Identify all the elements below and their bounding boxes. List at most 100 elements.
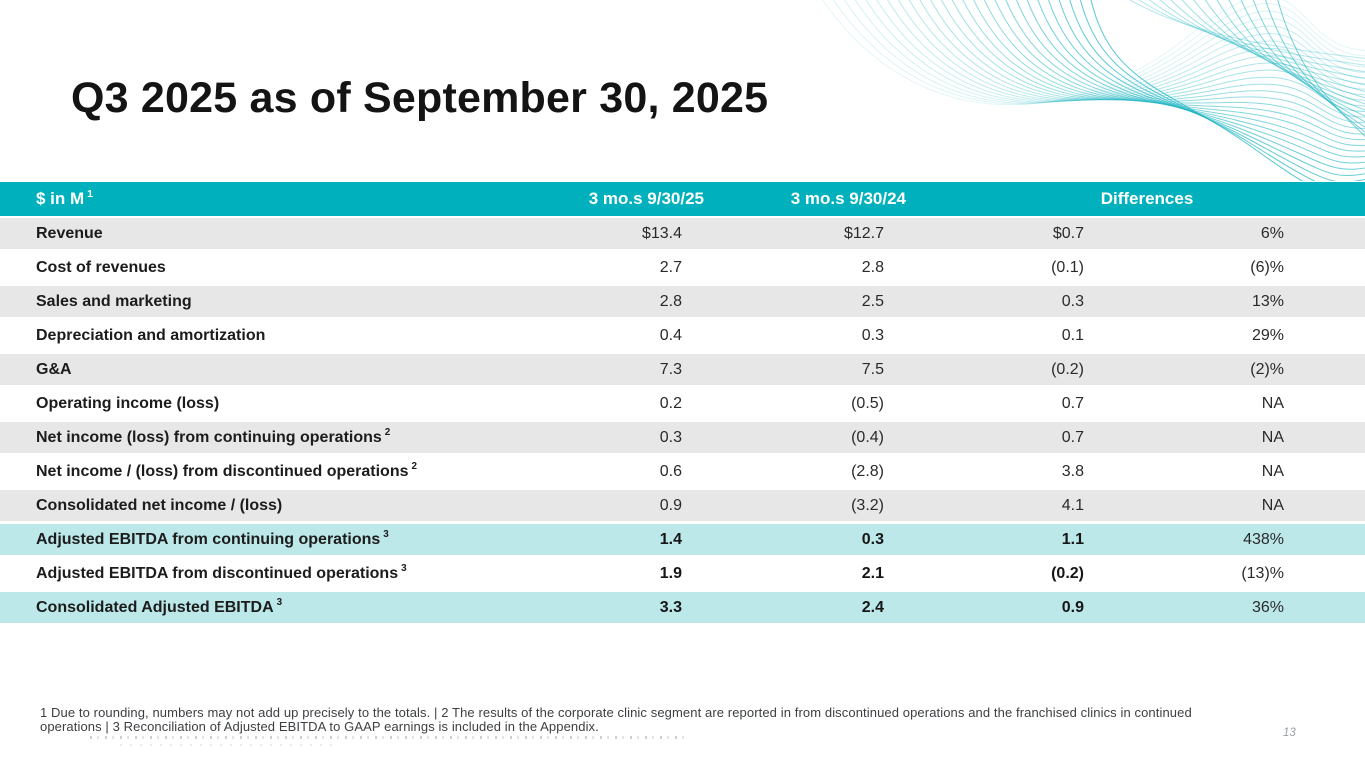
table-row: Operating income (loss) 0.2 (0.5) 0.7 NA (0, 388, 1365, 422)
header-metric-label: $ in M (36, 189, 85, 208)
spacer-cell (1312, 252, 1365, 286)
spacer-cell (1312, 592, 1365, 626)
diff-pct-cell: 438% (1112, 524, 1313, 558)
spacer-cell (1312, 388, 1365, 422)
table-row: Consolidated Adjusted EBITDA 3 3.3 2.4 0.… (0, 592, 1365, 626)
value-cell-prior: $12.7 (710, 218, 912, 252)
value-cell-current: 3.3 (530, 592, 710, 626)
row-label: Depreciation and amortization (0, 320, 530, 354)
spacer-cell (1312, 320, 1365, 354)
diff-value-cell: 0.3 (912, 286, 1112, 320)
table-row: G&A 7.3 7.5 (0.2) (2)% (0, 354, 1365, 388)
value-cell-current: 0.2 (530, 388, 710, 422)
value-cell-prior: 2.5 (710, 286, 912, 320)
value-cell-current: 0.4 (530, 320, 710, 354)
waves-svg (822, 0, 1365, 181)
footnote: 1 Due to rounding, numbers may not add u… (40, 705, 1192, 735)
value-cell-prior: (3.2) (710, 490, 912, 524)
diff-value-cell: 0.1 (912, 320, 1112, 354)
table-row: Depreciation and amortization 0.4 0.3 0.… (0, 320, 1365, 354)
spacer-cell (1312, 354, 1365, 388)
row-label: Consolidated net income / (loss) (0, 490, 530, 524)
table-row: Net income (loss) from continuing operat… (0, 422, 1365, 456)
table-row: Adjusted EBITDA from continuing operatio… (0, 524, 1365, 558)
diff-pct-cell: 6% (1112, 218, 1313, 252)
diff-pct-cell: 29% (1112, 320, 1313, 354)
diff-value-cell: (0.2) (912, 354, 1112, 388)
table-row: Net income / (loss) from discontinued op… (0, 456, 1365, 490)
value-cell-prior: 0.3 (710, 524, 912, 558)
diff-pct-cell: NA (1112, 422, 1313, 456)
table-row: Revenue $13.4 $12.7 $0.7 6% (0, 218, 1365, 252)
spacer-cell (1312, 422, 1365, 456)
table-row: Adjusted EBITDA from discontinued operat… (0, 558, 1365, 592)
value-cell-prior: 2.4 (710, 592, 912, 626)
diff-pct-cell: (13)% (1112, 558, 1313, 592)
spacer-cell (1312, 456, 1365, 490)
value-cell-prior: 2.8 (710, 252, 912, 286)
spacer-cell (1312, 286, 1365, 320)
value-cell-current: 7.3 (530, 354, 710, 388)
header-cell-period-current: 3 mo.s 9/30/25 (530, 182, 710, 218)
value-cell-current: $13.4 (530, 218, 710, 252)
value-cell-prior: 0.3 (710, 320, 912, 354)
row-label: Net income (loss) from continuing operat… (0, 422, 530, 456)
value-cell-current: 0.6 (530, 456, 710, 490)
diff-value-cell: 0.7 (912, 422, 1112, 456)
diff-pct-cell: NA (1112, 456, 1313, 490)
row-label: Adjusted EBITDA from continuing operatio… (0, 524, 530, 558)
table-row: Sales and marketing 2.8 2.5 0.3 13% (0, 286, 1365, 320)
value-cell-prior: (0.4) (710, 422, 912, 456)
footnote-marker-1: 1 (87, 188, 94, 201)
value-cell-prior: (0.5) (710, 388, 912, 422)
value-cell-prior: (2.8) (710, 456, 912, 490)
clipped-text-artifact (90, 736, 688, 739)
diff-value-cell: 3.8 (912, 456, 1112, 490)
diff-value-cell: (0.2) (912, 558, 1112, 592)
row-label: Consolidated Adjusted EBITDA 3 (0, 592, 530, 626)
table-row: Cost of revenues 2.7 2.8 (0.1) (6)% (0, 252, 1365, 286)
slide-title: Q3 2025 as of September 30, 2025 (71, 74, 769, 122)
decorative-waves (805, 0, 1365, 181)
header-cell-spacer (1312, 182, 1365, 218)
header-cell-differences: Differences (912, 182, 1313, 218)
value-cell-prior: 2.1 (710, 558, 912, 592)
row-label: Operating income (loss) (0, 388, 530, 422)
spacer-cell (1312, 558, 1365, 592)
clipped-text-artifact (120, 744, 335, 746)
table-row: Consolidated net income / (loss) 0.9 (3.… (0, 490, 1365, 524)
diff-value-cell: $0.7 (912, 218, 1112, 252)
value-cell-current: 2.7 (530, 252, 710, 286)
diff-value-cell: 0.9 (912, 592, 1112, 626)
value-cell-current: 2.8 (530, 286, 710, 320)
diff-pct-cell: NA (1112, 388, 1313, 422)
header-cell-period-prior: 3 mo.s 9/30/24 (710, 182, 912, 218)
diff-pct-cell: NA (1112, 490, 1313, 524)
diff-value-cell: (0.1) (912, 252, 1112, 286)
row-label: Net income / (loss) from discontinued op… (0, 456, 530, 490)
diff-pct-cell: 36% (1112, 592, 1313, 626)
spacer-cell (1312, 490, 1365, 524)
diff-value-cell: 1.1 (912, 524, 1112, 558)
diff-value-cell: 0.7 (912, 388, 1112, 422)
row-label: G&A (0, 354, 530, 388)
spacer-cell (1312, 524, 1365, 558)
value-cell-current: 0.3 (530, 422, 710, 456)
value-cell-prior: 7.5 (710, 354, 912, 388)
row-label: Sales and marketing (0, 286, 530, 320)
value-cell-current: 1.9 (530, 558, 710, 592)
value-cell-current: 0.9 (530, 490, 710, 524)
row-label: Adjusted EBITDA from discontinued operat… (0, 558, 530, 592)
diff-pct-cell: (6)% (1112, 252, 1313, 286)
value-cell-current: 1.4 (530, 524, 710, 558)
diff-value-cell: 4.1 (912, 490, 1112, 524)
spacer-cell (1312, 218, 1365, 252)
diff-pct-cell: 13% (1112, 286, 1313, 320)
row-label: Revenue (0, 218, 530, 252)
diff-pct-cell: (2)% (1112, 354, 1313, 388)
row-label: Cost of revenues (0, 252, 530, 286)
